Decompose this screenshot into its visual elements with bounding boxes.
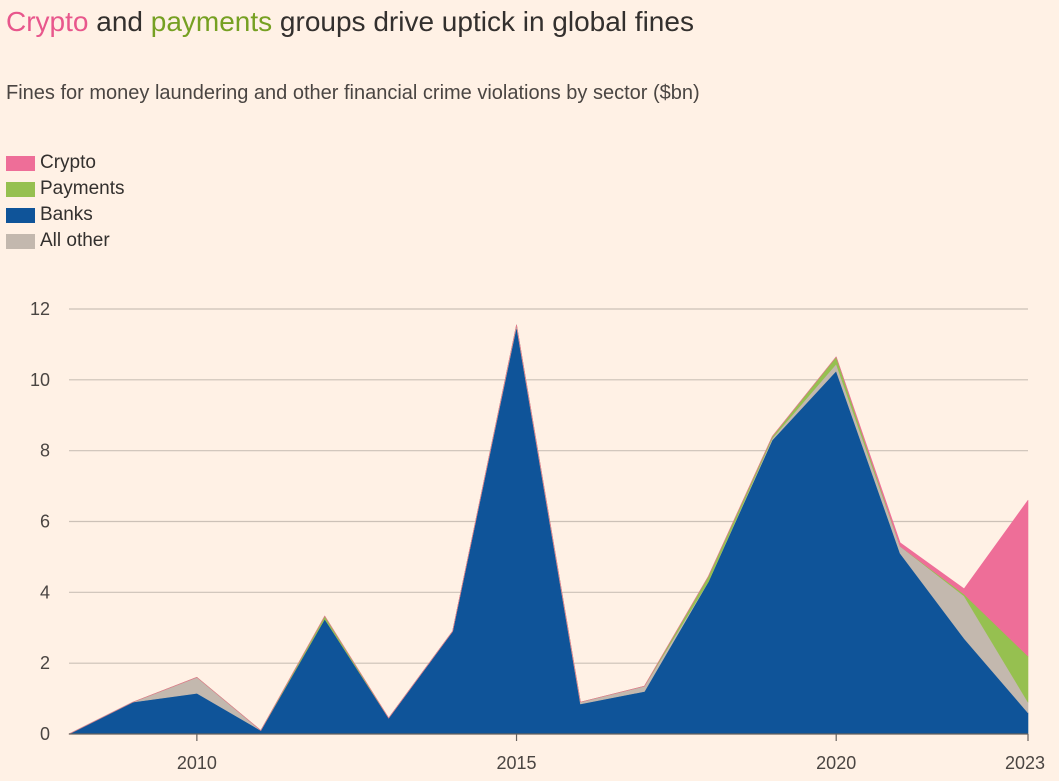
legend-item-crypto: Crypto [6,150,124,176]
legend-swatch-all-other [6,233,35,249]
legend-label-payments: Payments [40,178,125,199]
legend-swatch-payments [6,181,35,197]
x-tick-label-2023: 2023 [1005,753,1045,773]
legend-label-crypto: Crypto [40,152,96,173]
title-part-crypto: Crypto [6,6,89,37]
y-tick-label-8: 8 [40,441,50,461]
x-tick-label-2015: 2015 [497,753,537,773]
legend-swatch-banks [6,207,35,223]
area-series-crypto [68,324,1029,735]
chart-subtitle: Fines for money laundering and other fin… [6,82,700,104]
y-tick-label-12: 12 [30,299,50,319]
legend-item-all-other: All other [6,228,124,254]
y-tick-label-0: 0 [40,724,50,744]
y-tick-label-6: 6 [40,512,50,532]
legend-label-all-other: All other [40,230,110,251]
y-tick-label-4: 4 [40,582,50,602]
x-tick-label-2020: 2020 [816,753,856,773]
legend-swatch-crypto [6,155,35,171]
area-series-banks [68,326,1029,735]
title-part-payments: payments [150,6,273,37]
title-part-rest: groups drive uptick in global fines [272,6,694,37]
x-tick-label-2010: 2010 [177,753,217,773]
legend-item-payments: Payments [6,176,124,202]
chart-title: Crypto and payments groups drive uptick … [6,2,694,42]
title-part-and: and [88,6,151,37]
chart-legend: Crypto Payments Banks All other [6,150,124,254]
legend-item-banks: Banks [6,202,124,228]
legend-label-banks: Banks [40,204,93,225]
y-tick-label-10: 10 [30,370,50,390]
y-tick-label-2: 2 [40,653,50,673]
